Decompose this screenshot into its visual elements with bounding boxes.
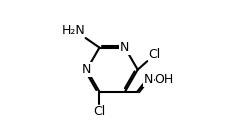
Text: Cl: Cl	[148, 48, 160, 61]
Text: N: N	[82, 63, 91, 76]
Text: OH: OH	[155, 73, 174, 86]
Text: N: N	[144, 73, 153, 86]
Text: H₂N: H₂N	[61, 24, 85, 37]
Text: Cl: Cl	[93, 104, 106, 118]
Text: N: N	[120, 41, 130, 54]
